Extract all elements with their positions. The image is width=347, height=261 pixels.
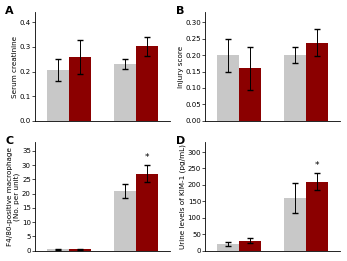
Y-axis label: Urine levels of KIM-1 (pg/mL): Urine levels of KIM-1 (pg/mL) xyxy=(180,144,186,249)
Bar xyxy=(114,64,136,121)
Bar xyxy=(284,55,306,121)
Text: C: C xyxy=(5,136,14,146)
Text: *: * xyxy=(145,153,149,162)
Bar xyxy=(47,250,69,251)
Bar xyxy=(217,55,239,121)
Bar xyxy=(69,57,91,121)
Bar xyxy=(69,250,91,251)
Bar xyxy=(239,68,261,121)
Text: *: * xyxy=(315,161,320,170)
Bar xyxy=(306,43,328,121)
Bar xyxy=(136,174,158,251)
Bar xyxy=(136,46,158,121)
Bar xyxy=(284,198,306,251)
Bar xyxy=(217,244,239,251)
Bar xyxy=(306,182,328,251)
Y-axis label: Injury score: Injury score xyxy=(178,45,184,88)
Bar xyxy=(114,191,136,251)
Bar xyxy=(239,241,261,251)
Text: B: B xyxy=(176,6,184,16)
Y-axis label: F4/80-positive macrophage
(No. per unit): F4/80-positive macrophage (No. per unit) xyxy=(7,147,20,246)
Text: D: D xyxy=(176,136,185,146)
Text: A: A xyxy=(5,6,14,16)
Y-axis label: Serum creatinine: Serum creatinine xyxy=(12,35,18,98)
Bar xyxy=(47,70,69,121)
